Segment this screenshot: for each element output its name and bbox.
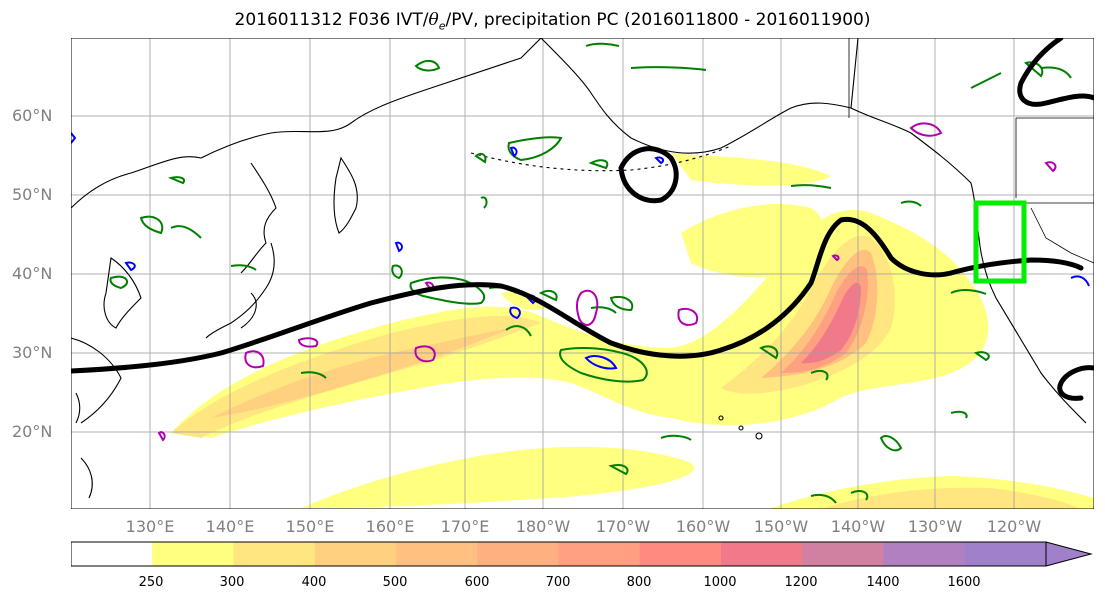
lat-label-60n: 60°N: [12, 106, 53, 125]
lon-label-130w: 130°W: [907, 517, 963, 536]
region-box: [973, 200, 1027, 284]
lon-label-150e: 150°E: [285, 517, 335, 536]
lon-label-170w: 170°W: [595, 517, 651, 536]
colorbar-tick-800: 800: [626, 575, 652, 590]
colorbar-cell: [477, 542, 559, 566]
lon-label-180w: 180°W: [515, 517, 571, 536]
colorbar-tick-700: 700: [545, 575, 571, 590]
pv-contours: [109, 42, 1072, 504]
lon-label-120w: 120°W: [986, 517, 1042, 536]
lon-label-140w: 140°W: [830, 517, 886, 536]
colorbar-tick-1000: 1000: [703, 575, 737, 590]
colorbar: [71, 541, 1093, 567]
lon-label-160w: 160°W: [675, 517, 731, 536]
graticule: [71, 38, 1094, 509]
colorbar-extend-arrow: [1046, 542, 1091, 566]
lat-label-50n: 50°N: [12, 185, 53, 204]
lon-label-140e: 140°E: [205, 517, 255, 536]
colorbar-cell: [152, 542, 234, 566]
lon-label-150w: 150°W: [753, 517, 809, 536]
colorbar-tick-1600: 1600: [947, 575, 981, 590]
lat-label-30n: 30°N: [12, 343, 53, 362]
ivt-shading: [171, 153, 1094, 509]
colorbar-tick-300: 300: [219, 575, 245, 590]
lat-label-40n: 40°N: [12, 264, 53, 283]
colorbar-cell: [233, 542, 316, 566]
colorbar-tick-250: 250: [138, 575, 164, 590]
colorbar-tick-1400: 1400: [866, 575, 900, 590]
lon-label-130e: 130°E: [125, 517, 175, 536]
colorbar-cell: [721, 542, 803, 566]
lon-label-160e: 160°E: [365, 517, 415, 536]
colorbar-cell: [639, 542, 722, 566]
colorbar-cell: [883, 542, 966, 566]
lat-label-20n: 20°N: [12, 422, 53, 441]
colorbar-cell: [802, 542, 884, 566]
colorbar-tick-1200: 1200: [784, 575, 818, 590]
colorbar-tick-400: 400: [301, 575, 327, 590]
theta-e-contours: [71, 38, 1094, 401]
map-panel[interactable]: [71, 38, 1094, 509]
colorbar-cell: [558, 542, 641, 566]
lon-label-170e: 170°E: [440, 517, 490, 536]
map-title: 2016011312 F036 IVT/θe/PV, precipitation…: [234, 10, 871, 33]
colorbar-cell: [964, 542, 1047, 566]
colorbar-cell: [396, 542, 478, 566]
coastlines: [71, 38, 1094, 499]
colorbar-tick-600: 600: [464, 575, 490, 590]
magenta-contours: [157, 122, 1057, 442]
colorbar-tick-500: 500: [382, 575, 408, 590]
colorbar-cell: [71, 542, 153, 566]
colorbar-cell: [314, 542, 397, 566]
